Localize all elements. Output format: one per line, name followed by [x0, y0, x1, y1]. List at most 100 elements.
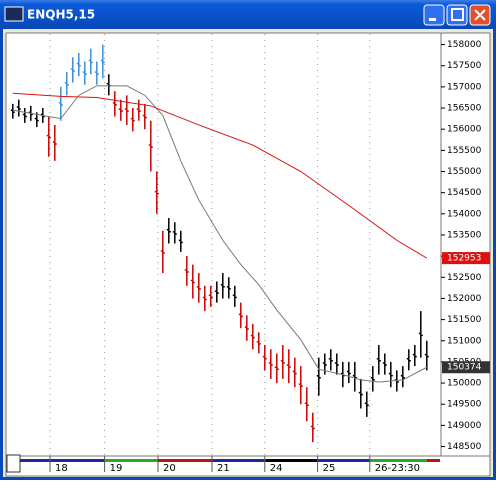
- x-tick-label: 26-23:30: [375, 463, 420, 474]
- price-bar: [52, 124, 57, 161]
- price-bar: [388, 361, 393, 388]
- price-bar: [22, 108, 27, 123]
- app-icon: [4, 6, 24, 22]
- y-tick-label: 152500: [447, 273, 482, 283]
- price-bar: [370, 366, 375, 392]
- y-tick-label: 155000: [447, 167, 482, 177]
- price-bar: [94, 61, 99, 85]
- y-tick-label: 153500: [447, 230, 482, 240]
- price-bar: [244, 315, 249, 341]
- price-bar: [166, 218, 171, 244]
- price-bar: [112, 91, 117, 117]
- price-bar: [334, 353, 339, 375]
- moving-average: [12, 85, 428, 383]
- price-bar: [238, 302, 243, 329]
- x-tick-label: 24: [270, 463, 283, 474]
- y-tick-label: 150000: [447, 379, 482, 389]
- price-bar: [280, 344, 285, 379]
- title-bar: [0, 0, 496, 29]
- price-marker: [442, 361, 490, 374]
- price-bar: [196, 273, 201, 303]
- price-bar: [418, 311, 423, 358]
- price-bar: [412, 344, 417, 367]
- price-bar: [298, 366, 303, 405]
- price-bar: [346, 361, 351, 384]
- price-bar: [118, 99, 123, 121]
- price-bar: [130, 108, 135, 132]
- y-tick-label: 157500: [447, 61, 482, 71]
- price-bar: [154, 171, 159, 214]
- price-bar: [172, 222, 177, 244]
- price-bar: [82, 61, 87, 85]
- x-tick-label: 21: [217, 463, 230, 474]
- price-bar: [400, 366, 405, 388]
- price-bar: [10, 103, 15, 119]
- y-tick-label: 155500: [447, 146, 482, 156]
- price-bar: [226, 277, 231, 299]
- corner-box: [6, 454, 21, 473]
- price-bar: [148, 120, 153, 172]
- y-tick-label: 156500: [447, 104, 482, 114]
- price-axis: [440, 32, 491, 457]
- price-bar: [286, 349, 291, 384]
- price-bar: [304, 387, 309, 422]
- price-bar: [58, 86, 63, 121]
- plot-area: [5, 32, 442, 457]
- y-tick-label: 154500: [447, 188, 482, 198]
- price-bar: [88, 48, 93, 75]
- close-button[interactable]: [469, 4, 491, 26]
- y-tick-label: 158000: [447, 40, 482, 50]
- price-bar: [292, 357, 297, 388]
- price-bar: [160, 230, 165, 274]
- price-bar: [250, 323, 255, 350]
- price-bar: [70, 57, 75, 83]
- session-strip: [20, 459, 440, 462]
- minimize-button[interactable]: [423, 4, 445, 26]
- price-bar: [328, 349, 333, 371]
- price-bar: [364, 391, 369, 417]
- price-bar: [316, 357, 321, 396]
- price-bar: [100, 44, 105, 79]
- x-tick-label: 25: [323, 463, 336, 474]
- maximize-button[interactable]: [446, 4, 468, 26]
- price-bar: [184, 256, 189, 286]
- price-marker-label: 150374: [447, 363, 482, 373]
- price-bar: [310, 412, 315, 443]
- y-tick-label: 149000: [447, 421, 482, 431]
- price-bar: [376, 344, 381, 375]
- y-tick-label: 157000: [447, 82, 482, 92]
- y-tick-label: 151000: [447, 336, 482, 346]
- price-bar: [424, 340, 429, 371]
- price-bar: [256, 332, 261, 354]
- y-tick-label: 154000: [447, 209, 482, 219]
- price-bar: [214, 281, 219, 303]
- x-tick-label: 20: [163, 463, 176, 474]
- price-bar: [190, 264, 195, 299]
- x-tick-label: 19: [110, 463, 123, 474]
- price-marker-label: 152953: [447, 254, 481, 264]
- y-tick-label: 151500: [447, 315, 482, 325]
- price-bar: [232, 285, 237, 307]
- y-tick-label: 152000: [447, 294, 482, 304]
- window-title: ENQH5,15: [27, 8, 95, 22]
- price-bar: [382, 353, 387, 375]
- x-tick-label: 18: [55, 463, 68, 474]
- price-bar: [124, 95, 129, 125]
- price-marker: [442, 252, 490, 265]
- y-tick-label: 148500: [447, 442, 482, 452]
- moving-average: [12, 92, 428, 259]
- price-bar: [76, 53, 81, 77]
- price-bar: [178, 230, 183, 252]
- price-bar: [202, 285, 207, 312]
- y-tick-label: 156000: [447, 125, 482, 135]
- price-bar: [16, 99, 21, 117]
- price-bar: [64, 72, 69, 96]
- price-bar: [406, 349, 411, 371]
- price-bar: [142, 103, 147, 130]
- price-bar: [262, 344, 267, 371]
- price-bar: [136, 99, 141, 121]
- price-bar: [274, 353, 279, 384]
- price-bar: [46, 116, 51, 157]
- y-tick-label: 149500: [447, 400, 482, 410]
